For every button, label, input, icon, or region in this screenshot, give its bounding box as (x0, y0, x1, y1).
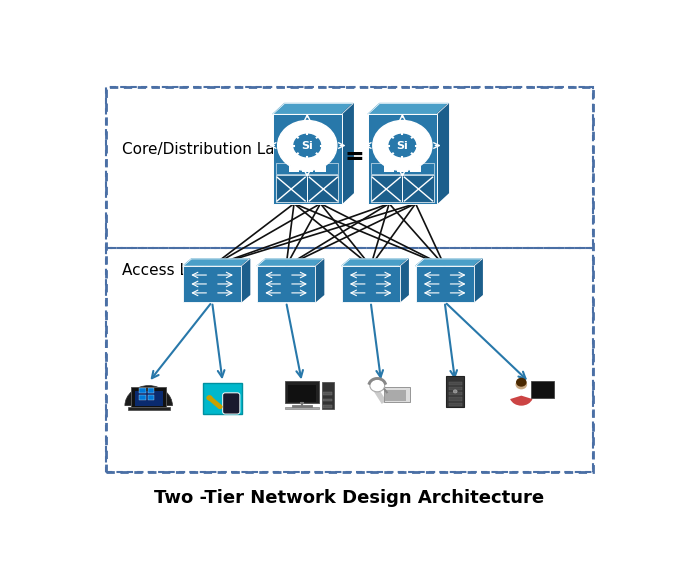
Polygon shape (241, 259, 250, 302)
Bar (449, 397, 462, 401)
Polygon shape (273, 104, 353, 114)
Bar (285, 381, 319, 404)
Polygon shape (315, 259, 324, 302)
Bar (106, 88, 593, 248)
Bar (203, 383, 243, 414)
Text: Access Layer: Access Layer (122, 263, 222, 278)
Polygon shape (400, 259, 409, 302)
Wedge shape (125, 386, 173, 405)
Bar (302, 166, 312, 172)
Bar (449, 387, 462, 390)
Bar (323, 398, 332, 401)
Text: Core/Distribution Layer: Core/Distribution Layer (122, 143, 300, 158)
Bar (446, 375, 464, 407)
Bar (276, 163, 338, 173)
Bar (449, 392, 462, 396)
Bar (342, 266, 400, 302)
Bar (257, 266, 315, 302)
Bar (449, 382, 462, 385)
Circle shape (206, 395, 213, 401)
Text: Two -Tier Network Design Architecture: Two -Tier Network Design Architecture (154, 490, 545, 508)
Bar (323, 392, 332, 394)
Polygon shape (368, 104, 448, 114)
Bar (368, 114, 436, 204)
Wedge shape (510, 396, 533, 405)
Bar (323, 405, 332, 408)
Bar (397, 166, 408, 172)
Bar (128, 408, 170, 410)
Circle shape (373, 121, 432, 171)
Bar (384, 166, 394, 172)
Bar (147, 395, 155, 400)
Circle shape (294, 134, 321, 157)
Bar (139, 395, 146, 400)
Circle shape (370, 379, 385, 392)
Circle shape (389, 134, 416, 157)
Bar (132, 387, 166, 408)
Bar (415, 266, 474, 302)
Bar (371, 175, 434, 202)
Bar (276, 175, 338, 202)
Polygon shape (474, 259, 482, 302)
Bar (106, 88, 593, 472)
Bar (106, 248, 593, 472)
Bar (371, 163, 434, 173)
Bar (285, 407, 319, 408)
Polygon shape (342, 259, 409, 266)
Text: =: = (345, 144, 365, 169)
FancyBboxPatch shape (223, 393, 240, 414)
Polygon shape (436, 104, 448, 204)
Polygon shape (415, 259, 482, 266)
Bar (384, 387, 411, 403)
Circle shape (278, 121, 337, 171)
Bar (139, 388, 146, 393)
Bar (449, 403, 462, 405)
Bar (134, 391, 163, 407)
Polygon shape (257, 259, 324, 266)
Bar (411, 166, 421, 172)
Bar (322, 382, 333, 409)
Polygon shape (183, 259, 250, 266)
Polygon shape (342, 104, 353, 204)
Bar (385, 390, 406, 401)
Bar (273, 114, 342, 204)
Text: Si: Si (396, 140, 409, 151)
Bar (288, 385, 316, 403)
Bar (531, 381, 554, 398)
Circle shape (516, 379, 527, 389)
Bar (288, 166, 299, 172)
Circle shape (454, 390, 457, 393)
Circle shape (516, 378, 527, 387)
Bar (147, 388, 155, 393)
Bar (183, 266, 241, 302)
Text: Si: Si (301, 140, 313, 151)
Circle shape (218, 405, 222, 409)
Bar (315, 166, 326, 172)
